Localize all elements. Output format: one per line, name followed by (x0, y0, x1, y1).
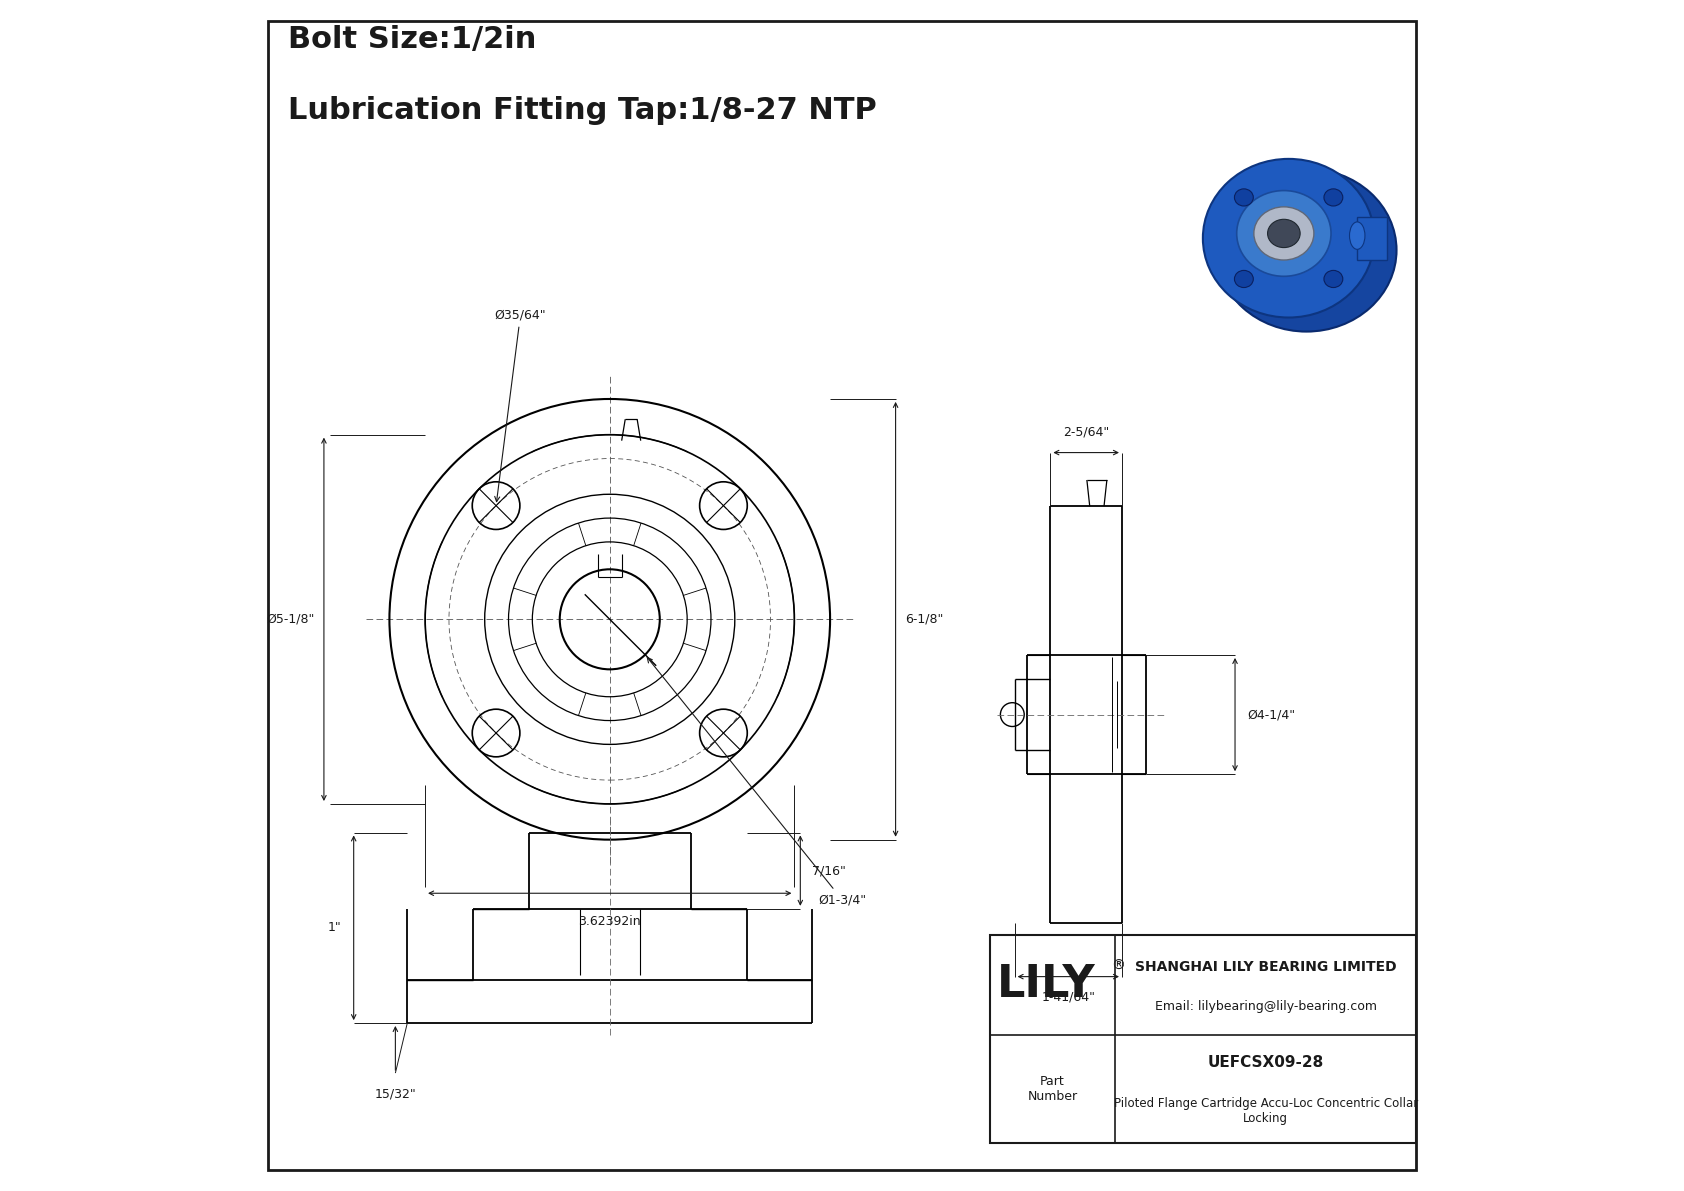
Text: 7/16": 7/16" (812, 865, 845, 877)
Text: ®: ® (1111, 959, 1125, 973)
Text: 1-41/64": 1-41/64" (1041, 991, 1095, 1004)
Text: Part
Number: Part Number (1027, 1075, 1078, 1103)
Ellipse shape (1216, 169, 1396, 331)
Ellipse shape (1324, 270, 1342, 287)
Text: Bolt Size:1/2in: Bolt Size:1/2in (288, 25, 537, 54)
Bar (1357, 217, 1388, 260)
Text: Piloted Flange Cartridge Accu-Loc Concentric Collar
Locking: Piloted Flange Cartridge Accu-Loc Concen… (1113, 1097, 1418, 1124)
Text: 1": 1" (328, 922, 342, 934)
Text: UEFCSX09-28: UEFCSX09-28 (1207, 1054, 1324, 1070)
Text: 15/32": 15/32" (374, 1087, 416, 1100)
Ellipse shape (1268, 219, 1300, 248)
Ellipse shape (1202, 158, 1374, 318)
Text: Ø35/64": Ø35/64" (495, 308, 546, 501)
Ellipse shape (1234, 189, 1253, 206)
Ellipse shape (1349, 222, 1366, 249)
Text: Ø5-1/8": Ø5-1/8" (266, 613, 315, 625)
Text: Email: lilybearing@lily-bearing.com: Email: lilybearing@lily-bearing.com (1155, 1000, 1378, 1014)
Text: 6-1/8": 6-1/8" (904, 613, 943, 625)
Text: Ø4-1/4": Ø4-1/4" (1246, 709, 1295, 721)
Text: Lubrication Fitting Tap:1/8-27 NTP: Lubrication Fitting Tap:1/8-27 NTP (288, 96, 877, 125)
Ellipse shape (1234, 270, 1253, 287)
Text: LILY: LILY (997, 964, 1096, 1006)
Text: SHANGHAI LILY BEARING LIMITED: SHANGHAI LILY BEARING LIMITED (1135, 960, 1396, 974)
Ellipse shape (1255, 207, 1314, 260)
Text: 3.62392in: 3.62392in (578, 915, 642, 928)
Text: Ø1-3/4": Ø1-3/4" (647, 657, 866, 906)
Ellipse shape (1324, 189, 1342, 206)
Bar (990, 935, 1416, 1143)
Text: 2-5/64": 2-5/64" (1063, 425, 1110, 438)
Ellipse shape (1236, 191, 1330, 276)
